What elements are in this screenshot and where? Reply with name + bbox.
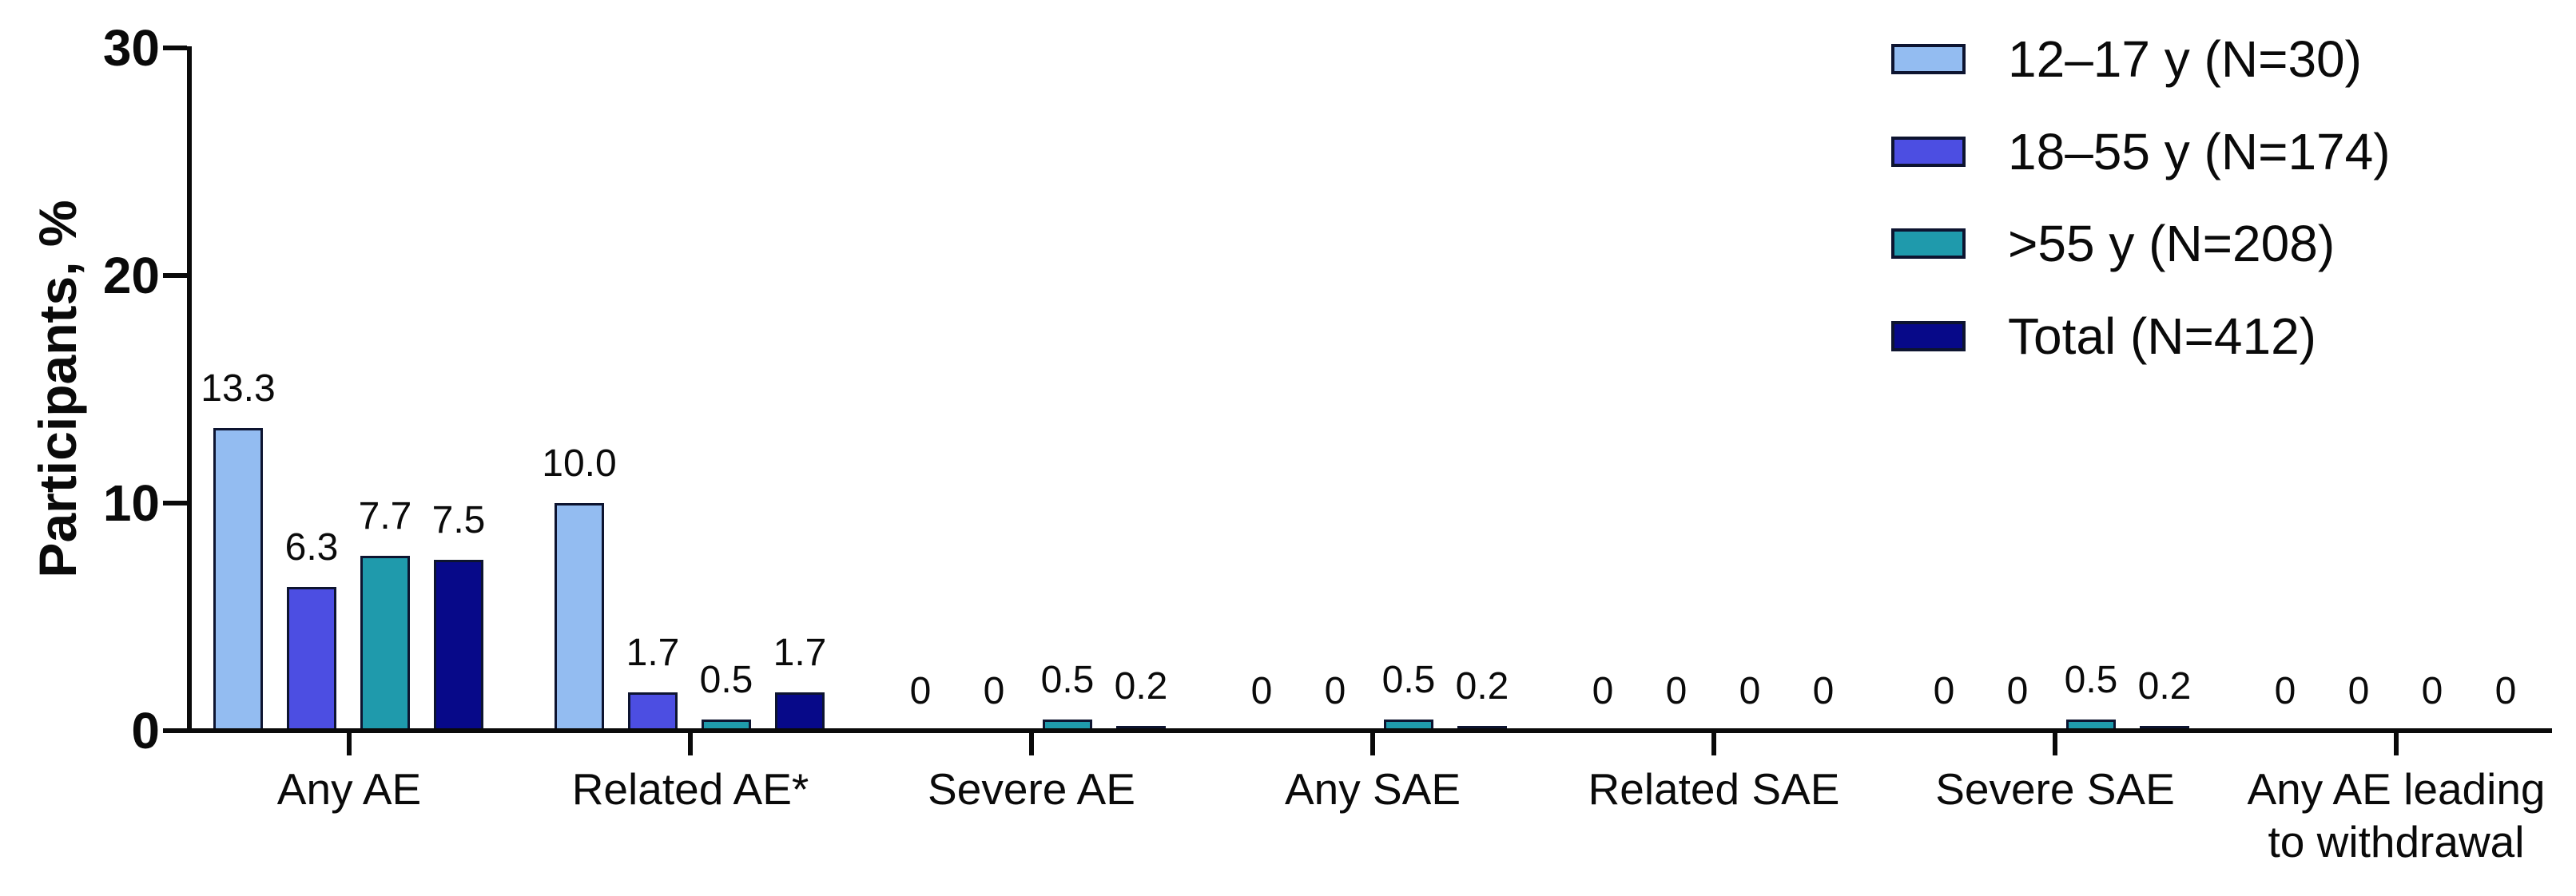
y-tick-label: 10	[102, 474, 160, 532]
y-tick-label: 0	[131, 702, 160, 759]
value-label: 0	[2421, 670, 2443, 712]
y-tick	[163, 46, 187, 50]
bar	[360, 555, 410, 731]
category-label-line: Severe SAE	[1935, 764, 2175, 814]
value-label: 0	[2347, 670, 2370, 712]
bar	[434, 560, 483, 731]
category-label: Any AE	[125, 763, 573, 815]
category-label: Any AE leading to withdrawal	[2173, 763, 2576, 868]
x-tick	[2053, 733, 2057, 755]
value-label: 0.2	[1455, 665, 1509, 708]
y-tick	[163, 728, 187, 733]
value-label: 1.7	[626, 631, 680, 674]
bar	[287, 587, 336, 731]
y-tick-label: 20	[102, 247, 160, 304]
value-label: 6.3	[284, 526, 339, 569]
value-label: 0.5	[2064, 658, 2118, 701]
category-label-line: Related AE*	[571, 764, 809, 814]
legend-label: Total (N=412)	[2008, 307, 2316, 366]
y-tick	[163, 501, 187, 505]
legend-swatch	[1891, 44, 1966, 74]
category-label-line: Related SAE	[1588, 764, 1840, 814]
legend-swatch	[1891, 136, 1966, 167]
value-label: 0.5	[1040, 658, 1095, 701]
value-label: 0.5	[1381, 658, 1436, 701]
value-label: 0	[1250, 670, 1273, 712]
value-label: 7.5	[431, 499, 486, 542]
legend-label: >55 y (N=208)	[2008, 215, 2335, 273]
category-label-line: Any SAE	[1284, 764, 1461, 814]
category-label: Any SAE	[1149, 763, 1596, 815]
value-label: 0	[983, 670, 1005, 712]
value-label: 0	[1665, 670, 1688, 712]
x-axis-line	[187, 728, 2552, 733]
legend-label: 18–55 y (N=174)	[2008, 122, 2391, 180]
value-label: 1.7	[773, 631, 827, 674]
legend-swatch	[1891, 228, 1966, 260]
category-label-line: Any AE	[276, 764, 422, 814]
y-axis-line	[187, 46, 192, 733]
value-label: 7.7	[358, 494, 412, 537]
value-label: 0	[1324, 670, 1346, 712]
legend-label: 12–17 y (N=30)	[2008, 30, 2362, 88]
category-label: Related AE*	[467, 763, 914, 815]
value-label: 0.5	[699, 658, 753, 701]
bar	[555, 503, 604, 731]
value-label: 10.0	[542, 442, 617, 485]
category-label: Severe AE	[808, 763, 1255, 815]
y-tick	[163, 273, 187, 278]
bar	[775, 692, 825, 731]
category-label: Related SAE	[1490, 763, 1938, 815]
value-label: 0	[1592, 670, 1614, 712]
value-label: 0	[2006, 670, 2029, 712]
x-tick	[1029, 733, 1034, 755]
y-tick-label: 30	[102, 19, 160, 77]
value-label: 0	[1812, 670, 1835, 712]
legend-swatch	[1891, 321, 1966, 352]
value-label: 0	[2274, 670, 2296, 712]
value-label: 0	[2495, 670, 2517, 712]
category-label: Severe SAE	[1831, 763, 2279, 815]
value-label: 0	[1739, 670, 1761, 712]
category-label-line: Any AE leading	[2247, 764, 2546, 814]
x-tick	[347, 733, 352, 755]
x-tick	[1711, 733, 1716, 755]
x-tick	[1370, 733, 1375, 755]
value-label: 0	[1933, 670, 1955, 712]
category-label-line: Severe AE	[928, 764, 1135, 814]
x-tick	[2394, 733, 2399, 755]
value-label: 0.2	[1114, 665, 1168, 708]
value-label: 0	[909, 670, 932, 712]
x-tick	[688, 733, 693, 755]
value-label: 0.2	[2137, 665, 2192, 708]
bar	[213, 427, 263, 731]
value-label: 13.3	[201, 367, 276, 410]
category-label-line: to withdrawal	[2268, 817, 2525, 866]
